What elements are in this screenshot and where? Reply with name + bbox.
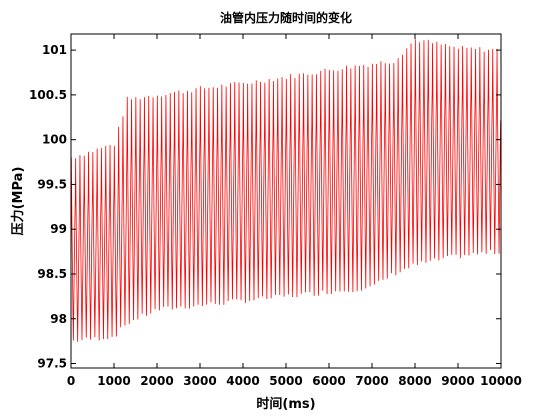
- x-tick-label: 10000: [480, 374, 522, 388]
- y-tick-label: 98.5: [37, 267, 67, 281]
- y-tick-label: 98: [50, 312, 67, 326]
- y-tick-label: 97.5: [37, 357, 67, 371]
- y-tick-label: 99: [50, 222, 67, 236]
- x-tick-label: 6000: [312, 374, 345, 388]
- x-tick-label: 8000: [398, 374, 431, 388]
- x-tick-label: 2000: [140, 374, 173, 388]
- pressure-series-line: [70, 39, 501, 342]
- chart-title: 油管内压力随时间的变化: [220, 10, 352, 25]
- y-axis: 97.5 98 98.5 99 99.5 100 100.5 101: [29, 43, 501, 371]
- x-tick-label: 3000: [183, 374, 216, 388]
- y-tick-label: 100: [42, 133, 67, 147]
- x-tick-label: 5000: [269, 374, 302, 388]
- x-tick-label: 9000: [441, 374, 474, 388]
- x-axis-title: 时间(ms): [256, 396, 315, 412]
- series-layer: [70, 39, 501, 342]
- y-axis-title: 压力(MPa): [10, 167, 26, 236]
- x-tick-label: 0: [67, 374, 75, 388]
- x-tick-label: 1000: [97, 374, 130, 388]
- x-tick-label: 4000: [226, 374, 259, 388]
- y-tick-label: 99.5: [37, 177, 67, 191]
- y-tick-label: 101: [42, 43, 67, 57]
- x-tick-label: 7000: [355, 374, 388, 388]
- x-axis: 0 1000 2000 3000 4000 5000 6000 7000 8000 9000 100…: [67, 34, 522, 388]
- y-tick-label: 100.5: [29, 88, 67, 102]
